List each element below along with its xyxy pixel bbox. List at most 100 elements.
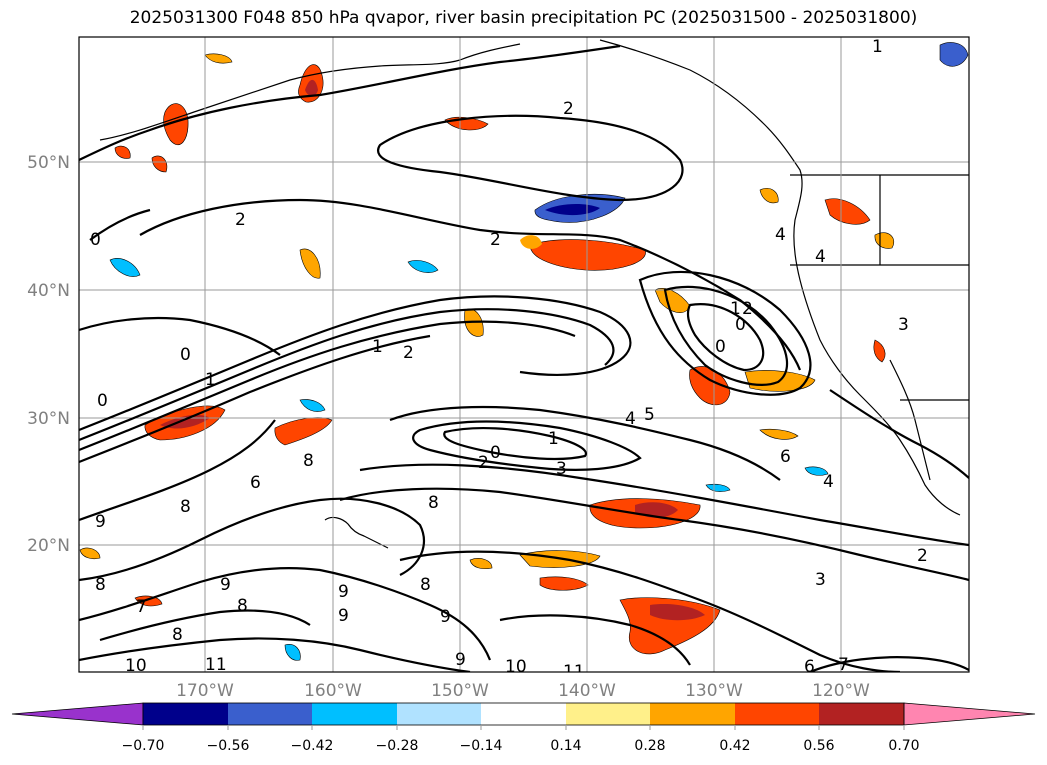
lat-label-30n: 30°N: [27, 409, 70, 429]
colorbar-swatch: [312, 703, 397, 725]
positive-anomaly-patch: [469, 558, 493, 570]
negative-anomaly-patch: [284, 644, 301, 661]
positive-anomaly-patch: [79, 547, 101, 560]
contour-label: 8: [303, 451, 314, 471]
negative-anomaly-patch: [299, 399, 326, 412]
positive-anomaly-patch: [520, 235, 542, 249]
contour-label: 8: [95, 575, 106, 595]
contour-label: 6: [804, 657, 815, 677]
colorbar-tick-label: −0.14: [460, 738, 503, 754]
negative-anomaly-patch: [705, 483, 731, 492]
lat-label-40n: 40°N: [27, 281, 70, 301]
positive-anomaly-patch: [539, 576, 589, 591]
colorbar-tick-label: 0.42: [719, 738, 750, 754]
positive-anomaly-patch: [134, 595, 163, 607]
colorbar-swatch: [228, 703, 312, 725]
positive-anomaly-patch: [824, 198, 871, 225]
contour-label: 4: [775, 225, 786, 245]
negative-anomaly-patch: [407, 260, 439, 273]
contour-line: [89, 208, 151, 241]
colorbar-tick-label: 0.28: [634, 738, 665, 754]
coastline-hawaii: [324, 516, 389, 549]
contour-line: [809, 656, 969, 672]
lon-label-120w: 120°W: [812, 681, 870, 701]
map-title: 2025031300 F048 850 hPa qvapor, river ba…: [129, 8, 918, 28]
coastline-baja: [889, 359, 931, 481]
contour-label: 3: [898, 315, 909, 335]
contour-label: 6: [780, 447, 791, 467]
contour-label: 0: [715, 337, 726, 357]
contour-label: 4: [625, 409, 636, 429]
colorbar-swatch: [735, 703, 819, 725]
contour-label: 0: [490, 443, 501, 463]
contour-label: 0: [180, 345, 191, 365]
positive-anomaly-patch: [759, 428, 799, 440]
contour-label: 0: [90, 230, 101, 250]
contour-label: 4: [823, 472, 834, 492]
contour-label: 4: [815, 247, 826, 267]
contour-label: 7: [838, 655, 849, 675]
contour-line: [79, 419, 276, 522]
lon-label-130w: 130°W: [685, 681, 743, 701]
contour-label: 1: [548, 429, 559, 449]
lon-label-150w: 150°W: [431, 681, 489, 701]
contour-line: [686, 303, 765, 372]
colorbar-swatch: [143, 703, 228, 725]
contour-label: 0: [97, 391, 108, 411]
negative-anomaly-patch: [804, 466, 829, 476]
contour-label: 5: [644, 405, 655, 425]
latitude-labels: 50°N 40°N 30°N 20°N: [27, 153, 70, 556]
contour-line: [412, 420, 642, 471]
lat-label-20n: 20°N: [27, 536, 70, 556]
contour-label: 1: [872, 37, 883, 57]
contour-label: 8: [428, 493, 439, 513]
contour-label: 2: [478, 453, 489, 473]
colorbar-tick-label: 0.70: [888, 738, 919, 754]
contour-label: 9: [220, 575, 231, 595]
contour-line: [79, 637, 471, 672]
positive-anomaly-patch: [204, 53, 233, 64]
negative-anomaly-patch: [939, 42, 969, 67]
positive-anomaly-patch: [759, 188, 779, 204]
contour-label: 6: [250, 473, 261, 493]
contour-label: 0: [735, 315, 746, 335]
longitude-labels: 170°W 160°W 150°W 140°W 130°W 120°W: [176, 681, 870, 701]
colorbar-tick-label: −0.70: [122, 738, 165, 754]
lon-label-170w: 170°W: [176, 681, 234, 701]
contour-labels: 2 2 2 0 4 4 1 2 0 0 1 0 0 1 2 4 5 1 0 2 …: [90, 37, 928, 682]
contour-line: [79, 44, 621, 161]
negative-anomaly-patch: [109, 258, 141, 277]
contour-label: 3: [556, 459, 567, 479]
colorbar: −0.70 −0.56 −0.42 −0.28 −0.14 0.14 0.28 …: [11, 702, 1036, 754]
contour-line: [359, 463, 969, 547]
contour-line: [377, 114, 684, 202]
colorbar-tick-label: 0.56: [803, 738, 834, 754]
contour-line: [663, 285, 789, 386]
contour-line: [79, 334, 431, 464]
qvapor-contours: [79, 44, 969, 672]
lat-label-50n: 50°N: [27, 153, 70, 173]
colorbar-tick-label: −0.42: [291, 738, 334, 754]
lon-label-140w: 140°W: [558, 681, 616, 701]
positive-anomaly-patch: [650, 604, 705, 621]
contour-label: 9: [338, 582, 349, 602]
contour-line: [79, 316, 281, 356]
contour-label: 2: [742, 299, 753, 319]
colorbar-swatch: [650, 703, 735, 725]
contour-line: [499, 614, 691, 666]
contour-line: [389, 405, 781, 481]
positive-anomaly-patch: [299, 248, 321, 279]
contour-label: 10: [125, 656, 147, 676]
contour-label: 1: [730, 299, 741, 319]
positive-anomaly-patch: [873, 339, 886, 363]
contour-label: 2: [563, 99, 574, 119]
colorbar-extend-high: [903, 702, 1036, 726]
lon-label-160w: 160°W: [304, 681, 362, 701]
contour-label: 11: [205, 655, 227, 675]
contour-label: 9: [95, 512, 106, 532]
contour-line: [79, 566, 492, 661]
contour-label: 11: [563, 662, 585, 682]
contour-label: 2: [403, 343, 414, 363]
contour-label: 8: [180, 497, 191, 517]
